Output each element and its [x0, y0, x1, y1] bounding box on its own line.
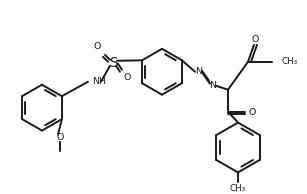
Text: O: O: [56, 133, 64, 142]
Text: N: N: [209, 81, 216, 90]
Text: CH₃: CH₃: [282, 57, 298, 66]
Text: NH: NH: [92, 77, 106, 86]
Text: N: N: [196, 67, 203, 76]
Text: CH₃: CH₃: [230, 184, 246, 193]
Text: O: O: [248, 108, 256, 117]
Text: O: O: [123, 73, 131, 82]
Text: O: O: [93, 42, 101, 51]
Text: O: O: [251, 35, 259, 44]
Text: S: S: [109, 56, 117, 70]
